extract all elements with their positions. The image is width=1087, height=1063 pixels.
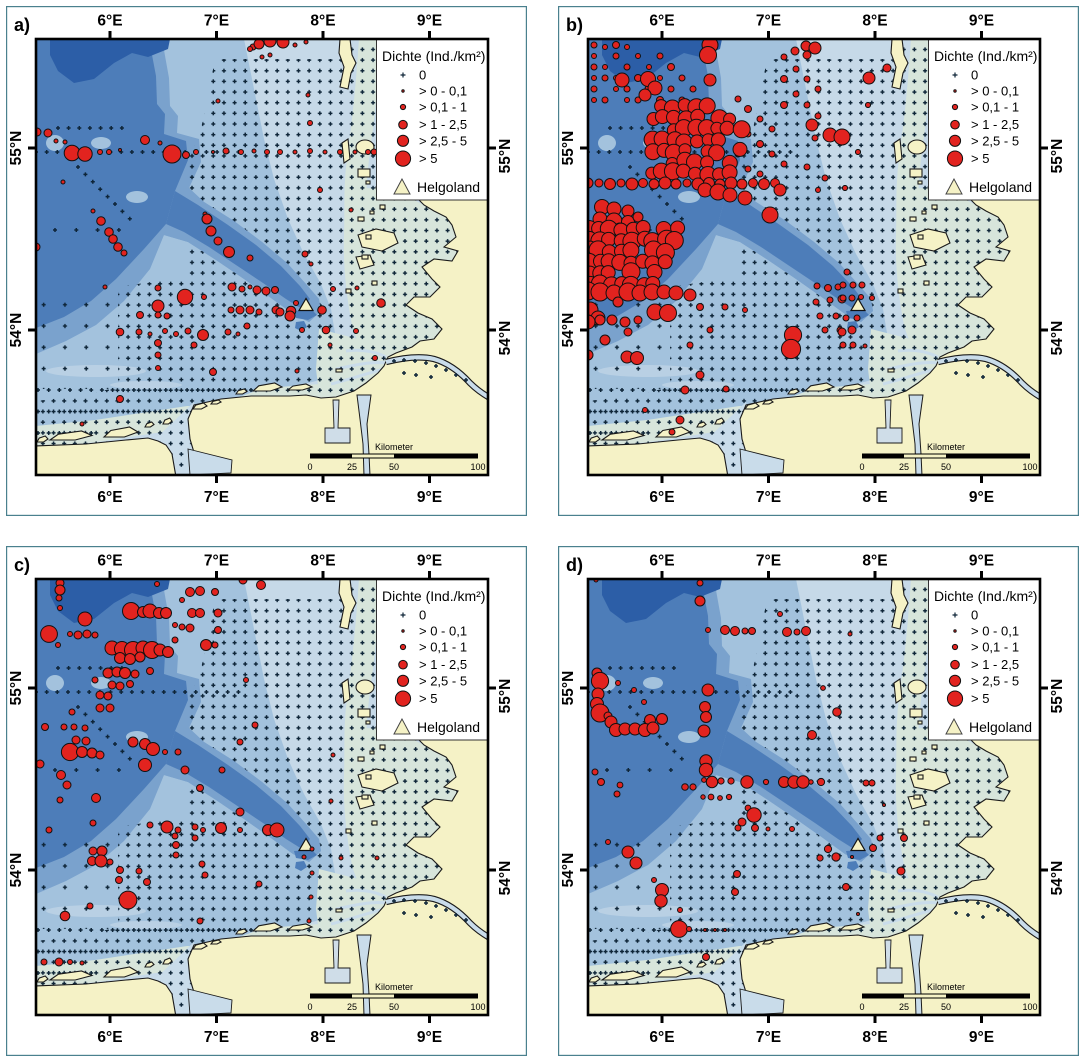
svg-text:a): a) xyxy=(14,15,30,35)
svg-text:b): b) xyxy=(566,15,583,35)
svg-text:c): c) xyxy=(14,555,30,575)
svg-text:d): d) xyxy=(566,555,583,575)
